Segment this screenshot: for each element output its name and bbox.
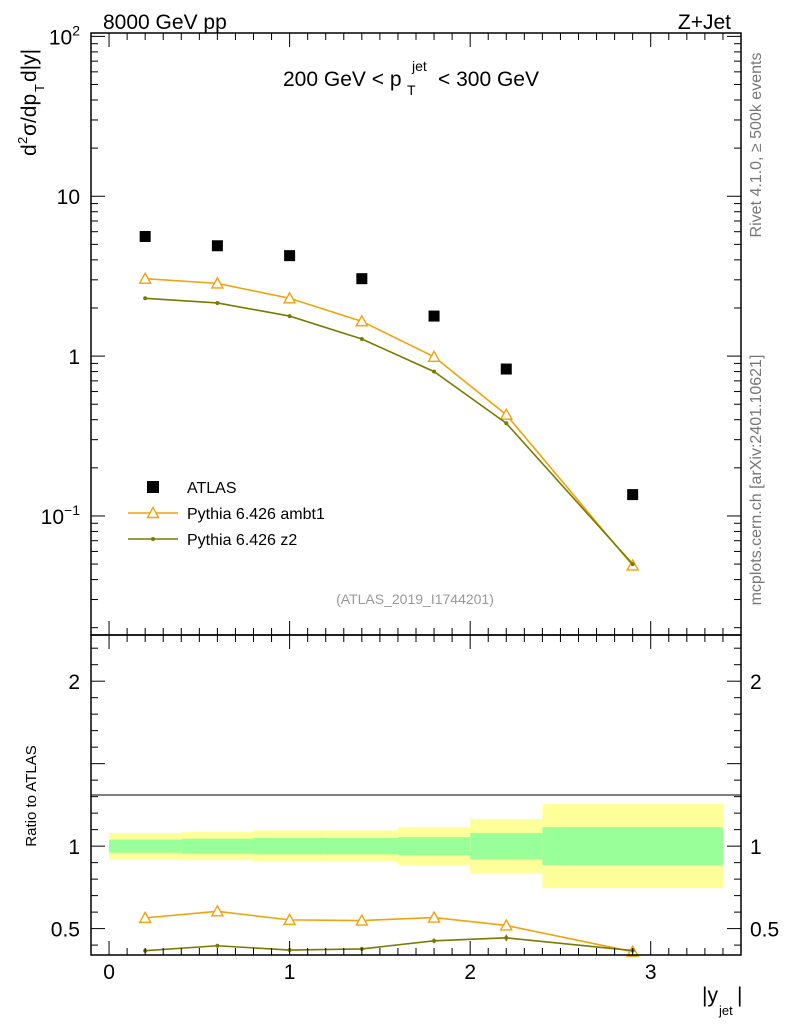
main-series xyxy=(138,230,640,571)
data-point xyxy=(210,276,225,289)
ratio-band-inner xyxy=(181,838,254,854)
ratio-point xyxy=(432,938,437,943)
svg-text:2: 2 xyxy=(15,137,30,144)
ratio-point xyxy=(282,912,297,926)
ratio-y-tick-label-right: 2 xyxy=(750,671,762,694)
ratio-y-label: Ratio to ATLAS xyxy=(23,745,40,846)
legend-label: Pythia 6.426 ambt1 xyxy=(187,506,325,523)
ratio-y-tick-label-left: 0.5 xyxy=(51,919,80,942)
ratio-point xyxy=(138,910,152,924)
header-left: 8000 GeV pp xyxy=(103,11,227,34)
svg-text:jet: jet xyxy=(718,1003,733,1018)
data-point xyxy=(499,407,513,420)
ratio-y-tick-label-right: 0.5 xyxy=(750,919,779,942)
ratio-band-inner xyxy=(542,827,723,866)
data-point xyxy=(428,310,440,322)
data-point xyxy=(500,363,512,375)
ratio-band-inner xyxy=(109,839,182,853)
x-tick-label: 1 xyxy=(284,961,296,984)
main-title: 200 GeV < p T jet < 300 GeV xyxy=(283,58,539,98)
ratio-y-tick-label-left: 2 xyxy=(68,671,80,694)
ratio-point xyxy=(215,943,220,948)
ratio-frame xyxy=(90,634,742,956)
ratio-band-inner xyxy=(397,837,471,856)
data-point xyxy=(138,271,152,284)
analysis-watermark: (ATLAS_2019_I1744201) xyxy=(336,591,494,607)
legend-marker xyxy=(151,537,155,541)
y-tick-label: 10 xyxy=(57,186,80,209)
legend-label: Pythia 6.426 z2 xyxy=(187,532,297,549)
svg-text:< 300 GeV: < 300 GeV xyxy=(438,68,539,91)
svg-text:T: T xyxy=(32,84,47,92)
ratio-band-inner xyxy=(470,832,543,860)
data-point xyxy=(287,314,292,319)
ratio-point xyxy=(355,913,369,926)
data-point xyxy=(282,291,297,304)
series-line xyxy=(145,297,634,565)
data-point xyxy=(215,300,220,305)
ratio-y-tick-label-left: 1 xyxy=(68,836,80,859)
rivet-label: Rivet 4.1.0, ≥ 500k events xyxy=(748,53,765,238)
ratio-point xyxy=(427,910,441,923)
svg-text:d: d xyxy=(18,144,41,156)
main-axis-ticks: 10−1 1 10 102 xyxy=(41,22,741,635)
ratio-axis-ticks: 0.5 0.5 1 1 2 2 0 1 2 3 xyxy=(51,635,779,984)
ratio-bands xyxy=(109,804,723,889)
data-point xyxy=(504,421,509,426)
legend-marker xyxy=(147,481,159,493)
svg-text:|: | xyxy=(737,984,742,1007)
data-point xyxy=(432,369,437,374)
data-point xyxy=(627,489,639,501)
svg-text:|y: |y xyxy=(702,984,718,1007)
header-right: Z+Jet xyxy=(678,11,731,34)
svg-text:σ/dp: σ/dp xyxy=(18,94,41,136)
x-tick-label: 0 xyxy=(103,961,115,984)
data-point xyxy=(355,314,369,327)
data-point xyxy=(630,562,635,567)
legend-marker xyxy=(146,506,160,519)
legend-label: ATLAS xyxy=(187,480,237,497)
ratio-point xyxy=(210,904,225,917)
x-axis-label: |y jet | xyxy=(702,984,742,1018)
svg-text:T: T xyxy=(407,82,416,98)
svg-text:jet: jet xyxy=(411,58,427,74)
ratio-point xyxy=(504,935,509,940)
svg-text:d|y|: d|y| xyxy=(18,49,41,82)
data-point xyxy=(427,349,441,362)
ratio-series xyxy=(138,904,640,957)
main-y-label: d 2 σ/dp T d|y| xyxy=(15,49,47,156)
legend: ATLAS Pythia 6.426 ambt1 Pythia 6.426 z2 xyxy=(128,480,325,549)
y-tick-label: 1 xyxy=(68,346,80,369)
ratio-y-tick-label-right: 1 xyxy=(750,836,762,859)
x-tick-label: 2 xyxy=(464,961,476,984)
x-tick-label: 3 xyxy=(645,961,657,984)
data-point xyxy=(211,240,223,252)
data-point xyxy=(284,250,296,262)
ratio-point xyxy=(499,918,513,931)
y-tick-label: 10−1 xyxy=(41,502,81,529)
data-point xyxy=(143,296,148,301)
ratio-band-inner xyxy=(253,837,326,855)
data-point xyxy=(356,273,368,285)
data-point xyxy=(359,336,364,341)
mcplots-label: mcplots.cern.ch [arXiv:2401.10621] xyxy=(748,355,765,606)
y-tick-label: 102 xyxy=(49,22,80,49)
ratio-band-inner xyxy=(325,837,398,855)
data-point xyxy=(139,230,151,242)
svg-text:200 GeV < p: 200 GeV < p xyxy=(283,68,402,91)
